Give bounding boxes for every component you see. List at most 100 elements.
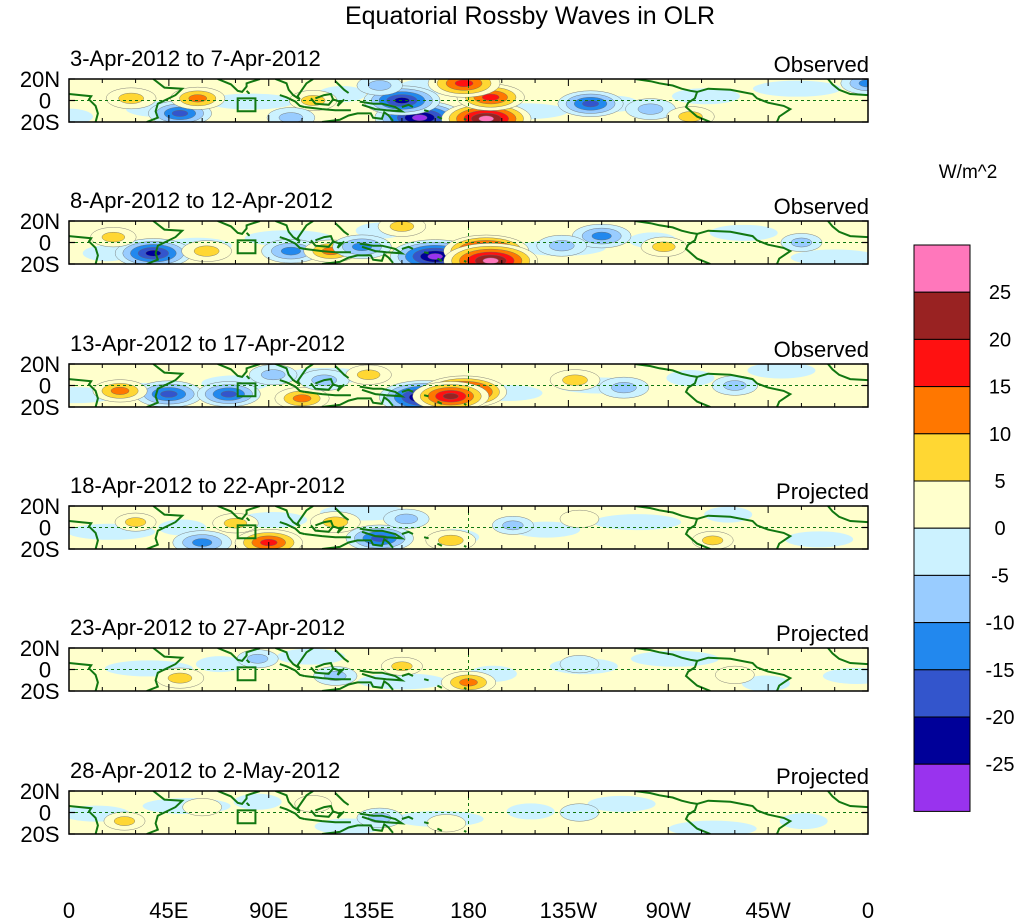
contour-ring	[482, 257, 499, 264]
anomaly-8	[549, 369, 601, 391]
coastline	[423, 821, 429, 825]
field-band	[506, 803, 555, 820]
anomaly-8	[114, 512, 157, 532]
field-band	[785, 531, 854, 548]
coastline	[401, 245, 414, 250]
panel-type-label: Projected	[776, 764, 869, 789]
field-band	[593, 514, 682, 531]
coastline	[275, 79, 314, 101]
coastline	[696, 372, 793, 407]
anomaly-4	[381, 656, 423, 676]
y-tick-label: 20N	[20, 494, 60, 519]
colorbar-swatch	[913, 291, 971, 340]
coastline	[146, 648, 185, 691]
coastline	[69, 805, 99, 834]
field-band	[587, 795, 656, 812]
coastline	[423, 109, 429, 113]
contour-ring	[559, 509, 600, 528]
x-tick-label: 45W	[746, 898, 791, 922]
coastline	[696, 799, 793, 834]
contour-ring	[247, 654, 269, 664]
coastline	[634, 79, 698, 93]
coastline	[321, 395, 394, 407]
coastline	[279, 379, 305, 393]
contour-ring	[193, 245, 220, 257]
colorbar-label: 25	[989, 282, 1011, 304]
coastline	[334, 649, 350, 663]
panel-date-range: 28-Apr-2012 to 2-May-2012	[70, 758, 340, 783]
contour-ring	[454, 79, 474, 88]
field-band	[233, 793, 282, 810]
coastline	[275, 221, 314, 243]
y-tick-label: 20N	[20, 779, 60, 804]
anomaly-10	[559, 509, 600, 528]
contour-ring	[427, 253, 443, 260]
anomaly-6	[274, 387, 330, 407]
anomaly-2	[172, 530, 232, 549]
colorbar-units: W/m^2	[939, 162, 998, 183]
colorbar-label: 15	[989, 377, 1011, 399]
coastline	[321, 252, 394, 264]
coastline	[359, 812, 406, 825]
colorbar-swatch	[913, 527, 971, 576]
coastline	[696, 229, 793, 264]
contour-ring	[715, 665, 755, 684]
coastline	[332, 98, 345, 107]
reference-box	[236, 809, 257, 825]
reference-box	[236, 239, 257, 255]
anomaly-13	[90, 227, 137, 248]
anomaly-7	[492, 516, 534, 535]
y-tick-label: 20S	[20, 537, 59, 562]
coastline	[321, 537, 394, 549]
coastline	[827, 364, 868, 382]
contour-ring	[160, 390, 178, 398]
y-tick-label: 20S	[20, 822, 59, 847]
coastline	[463, 829, 467, 833]
coastline	[245, 802, 250, 806]
x-tick-label: 135E	[343, 898, 394, 922]
coastline	[321, 822, 394, 834]
contour-ring	[292, 394, 312, 403]
panel-date-range: 3-Apr-2012 to 7-Apr-2012	[70, 46, 321, 71]
colorbar-label: -15	[986, 660, 1015, 682]
coastlines	[69, 648, 868, 691]
coastline	[359, 100, 406, 113]
colorbar-swatch	[913, 716, 971, 765]
coastlines	[69, 791, 868, 834]
anomaly-3	[234, 529, 303, 549]
coastline	[146, 506, 185, 549]
coastline	[436, 684, 443, 689]
colorbar-label: 5	[994, 471, 1005, 493]
contour-ring	[502, 520, 524, 531]
field-band	[69, 108, 93, 122]
coastline	[217, 648, 261, 663]
coastline	[69, 93, 99, 122]
coastline	[423, 536, 429, 540]
olr-field	[82, 221, 868, 264]
anomaly-9	[691, 531, 734, 549]
coastline	[245, 90, 250, 94]
anomaly-13	[249, 364, 298, 386]
coastline	[332, 667, 345, 676]
anomaly-13	[840, 79, 868, 95]
coastline	[463, 686, 467, 690]
coastline	[275, 648, 314, 670]
contour-ring	[637, 103, 664, 115]
field-band	[206, 93, 295, 110]
contour-ring	[438, 534, 464, 546]
colorbar-label: 10	[989, 424, 1011, 446]
coastline	[684, 803, 711, 834]
coastline	[436, 400, 443, 405]
contour-ring	[261, 369, 286, 381]
colorbar-label: -5	[991, 565, 1009, 587]
field-band	[276, 648, 345, 665]
reference-box	[236, 382, 257, 398]
coastline	[463, 544, 467, 548]
contour-ring	[412, 114, 428, 121]
coastline	[827, 648, 868, 666]
coastlines	[69, 364, 868, 407]
y-tick-label: 0	[39, 89, 51, 114]
anomaly-10	[92, 379, 148, 403]
contour-ring	[652, 241, 676, 252]
